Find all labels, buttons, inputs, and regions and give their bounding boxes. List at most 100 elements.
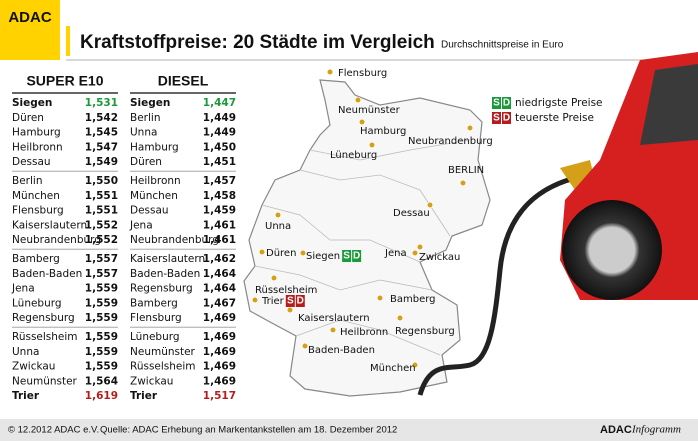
city-name: Neubrandenburg (130, 234, 219, 246)
city-label: Regensburg (395, 326, 455, 337)
subtitle: Durchschnittspreise in Euro (441, 40, 564, 51)
price: 1,462 (203, 253, 236, 265)
city-label: Zwickau (419, 252, 460, 263)
city-name: Baden-Baden (12, 268, 82, 280)
brand-suffix: Infogramm (631, 424, 681, 436)
city-label: Flensburg (338, 68, 387, 79)
city-name: Heilbronn (12, 141, 63, 153)
price: 1,449 (203, 112, 236, 124)
price: 1,559 (85, 331, 118, 343)
city-name: Trier (130, 390, 158, 402)
city-name: Jena (129, 219, 153, 231)
badge-letter: S (343, 251, 350, 262)
price: 1,467 (203, 297, 236, 309)
car-window (640, 64, 698, 145)
city-name: Dessau (12, 156, 51, 168)
city-name: Trier (12, 390, 40, 402)
badge-box (502, 97, 511, 109)
city-name: Baden-Baden (130, 268, 200, 280)
badge-letter: D (503, 113, 510, 124)
price: 1,545 (85, 127, 118, 139)
badge-box (492, 112, 501, 124)
legend-label: niedrigste Preise (515, 97, 603, 109)
city-name: Siegen (12, 97, 52, 109)
badge-box (492, 97, 501, 109)
city-name: Neumünster (12, 375, 78, 387)
city-name: Berlin (12, 175, 42, 187)
city-name: Heilbronn (130, 175, 181, 187)
price: 1,517 (203, 390, 236, 402)
state-borders (254, 139, 471, 356)
price: 1,457 (203, 175, 236, 187)
price: 1,559 (85, 346, 118, 358)
city-label: Neumünster (338, 105, 401, 116)
price: 1,559 (85, 297, 118, 309)
title: Kraftstoffpreise: 20 Städte im Vergleich (80, 32, 435, 53)
price: 1,469 (203, 331, 236, 343)
city-name: Bamberg (130, 297, 178, 309)
price: 1,450 (203, 141, 236, 153)
price: 1,559 (85, 283, 118, 295)
city-label: Lüneburg (330, 150, 377, 161)
badge-letter: D (353, 251, 360, 262)
city-name: Flensburg (130, 312, 182, 324)
city-dot (251, 296, 259, 304)
price: 1,547 (85, 141, 118, 153)
city-name: Hamburg (130, 141, 179, 153)
price: 1,542 (85, 112, 118, 124)
price: 1,469 (203, 361, 236, 373)
city-name: Zwickau (12, 361, 55, 373)
price: 1,469 (203, 375, 236, 387)
city-dot (416, 243, 424, 251)
city-label: Bamberg (390, 294, 436, 305)
price: 1,557 (85, 253, 118, 265)
city-name: Dessau (130, 205, 169, 217)
price: 1,559 (85, 312, 118, 324)
price: 1,447 (203, 97, 236, 109)
price: 1,461 (203, 219, 236, 231)
city-label: Siegen (306, 251, 340, 262)
price: 1,469 (203, 346, 236, 358)
logo: ADAC (8, 9, 51, 26)
city-dot (426, 201, 434, 209)
price: 1,552 (85, 234, 118, 246)
price: 1,469 (203, 312, 236, 324)
city-label: Heilbronn (340, 327, 388, 338)
badge-letter: S (493, 98, 500, 109)
badge-letter: S (493, 113, 500, 124)
city-dot (466, 124, 474, 132)
city-label: Düren (266, 248, 296, 259)
price: 1,449 (203, 127, 236, 139)
price-tables: SUPER E10 Siegen 1,531 Düren 1,542 Hamburg 1,5… (11, 73, 236, 402)
price: 1,464 (203, 268, 236, 280)
city-name: Unna (130, 127, 157, 139)
city-name: Düren (12, 112, 44, 124)
price: 1,559 (85, 361, 118, 373)
price: 1,464 (203, 283, 236, 295)
price: 1,549 (85, 156, 118, 168)
city-label: Dessau (393, 208, 430, 219)
city-name: Zwickau (130, 375, 173, 387)
city-label: Baden-Baden (308, 345, 375, 356)
table-title: DIESEL (158, 73, 209, 89)
price: 1,531 (85, 97, 118, 109)
city-name: München (130, 190, 178, 202)
badge-box (352, 250, 362, 262)
badge-box (285, 295, 295, 307)
city-label: Trier (261, 296, 285, 307)
city-name: Regensburg (130, 283, 193, 295)
city-dot (286, 306, 294, 314)
city-label: Hamburg (360, 126, 406, 137)
footer-band (0, 419, 698, 441)
map-cities: Flensburg Neumünster HamburgNeubrandenburg… (251, 68, 493, 374)
legend-label: teuerste Preise (515, 112, 594, 124)
city-label: Kaiserslautern (298, 313, 370, 324)
city-dot (270, 274, 278, 282)
badge-letter: D (503, 98, 510, 109)
price: 1,551 (85, 205, 118, 217)
city-name: Neumünster (130, 346, 196, 358)
price: 1,550 (85, 175, 118, 187)
city-name: Rüsselsheim (130, 361, 196, 373)
price: 1,619 (85, 390, 118, 402)
